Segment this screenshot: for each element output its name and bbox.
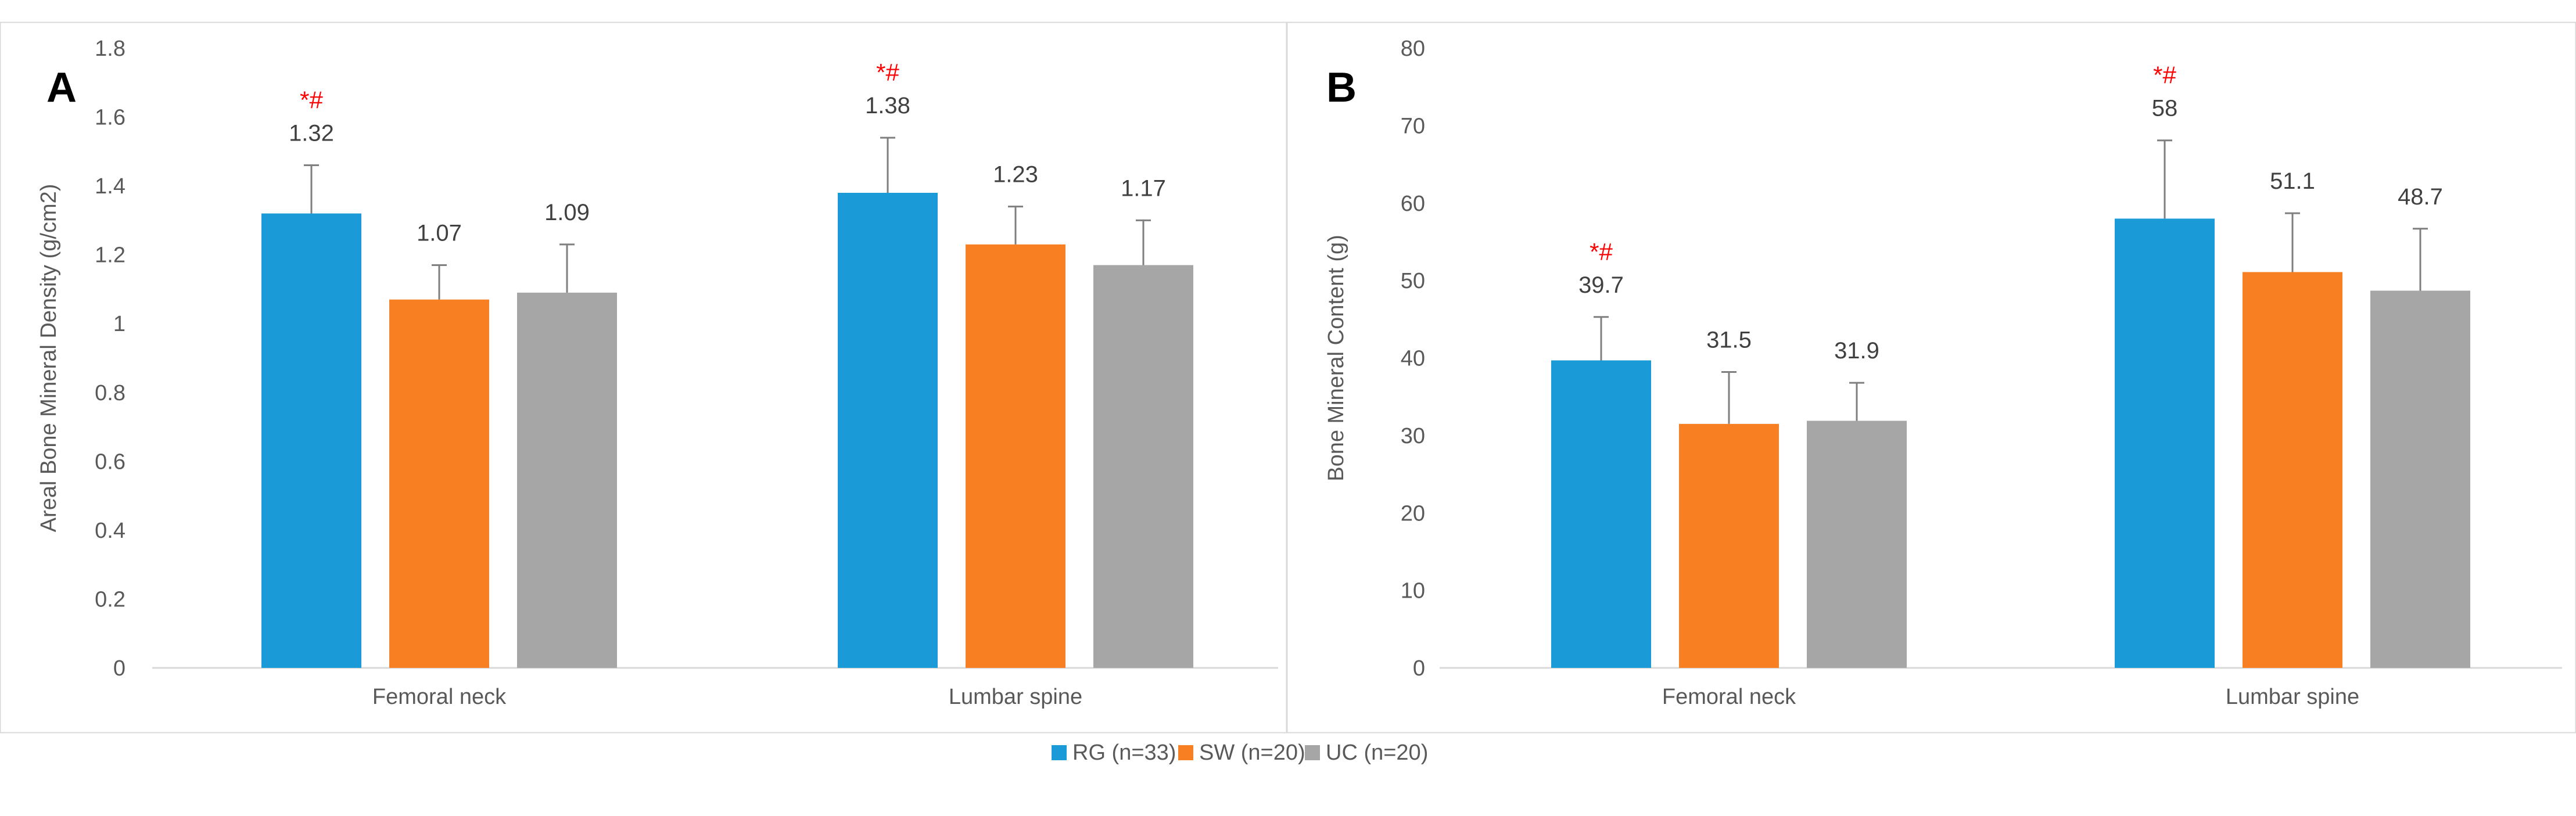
y-tick-label: 1.4	[95, 174, 125, 199]
data-label: 48.7	[2398, 184, 2443, 210]
y-tick-label: 0.2	[95, 587, 125, 612]
bar-rg	[1551, 360, 1651, 668]
panels: A 0 0.2 0.4 0.6 0.8 1 1.2 1.4 1.6 1.8 Areal Bone Mi…	[0, 21, 2576, 734]
data-label: 31.9	[1834, 338, 1879, 364]
x-category-label: Femoral neck	[372, 685, 507, 709]
panel-letter: A	[46, 64, 77, 111]
x-category-label: Lumbar spine	[949, 685, 1082, 709]
bar-rg	[2115, 218, 2215, 668]
data-label: 1.32	[289, 121, 334, 146]
legend-label: SW (n=20)	[1199, 740, 1305, 765]
y-tick-label: 40	[1401, 347, 1425, 371]
significance-marker: *#	[300, 87, 323, 114]
data-label: 51.1	[2270, 168, 2315, 194]
x-category-label: Femoral neck	[1662, 685, 1796, 709]
bar-rg	[838, 192, 938, 668]
data-label: 39.7	[1578, 272, 1624, 298]
bar-uc	[1093, 265, 1193, 668]
chart-panel-b: B 0 10 20 30 40 50 60 70 80 Bone Mineral Content (…	[1286, 21, 2576, 734]
y-tick-label: 20	[1401, 501, 1425, 526]
y-axis-title: Bone Mineral Content (g)	[1324, 235, 1348, 481]
bar-sw	[389, 299, 489, 668]
y-tick-label: 1.2	[95, 243, 125, 268]
data-label: 1.38	[865, 93, 910, 118]
legend-item: UC (n=20)	[1305, 740, 1428, 765]
y-tick-label: 1.6	[95, 106, 125, 130]
y-tick-label: 60	[1401, 192, 1425, 216]
legend-swatch	[1305, 745, 1320, 760]
bar-sw	[2243, 272, 2342, 668]
significance-marker: *#	[2153, 62, 2176, 89]
bar-uc	[1807, 420, 1907, 668]
y-tick-label: 1	[113, 312, 125, 336]
y-tick-label: 80	[1401, 37, 1425, 61]
data-label: 1.23	[993, 162, 1038, 188]
data-label: 1.09	[544, 200, 590, 225]
legend-swatch	[1052, 745, 1067, 760]
y-tick-label: 1.8	[95, 37, 125, 61]
y-tick-label: 0	[1413, 656, 1425, 681]
data-label: 1.07	[417, 220, 462, 246]
y-tick-label: 0	[113, 656, 125, 681]
bar-sw	[966, 244, 1065, 668]
y-tick-label: 70	[1401, 114, 1425, 138]
y-tick-label: 50	[1401, 269, 1425, 293]
panel-letter: B	[1326, 64, 1357, 111]
x-category-label: Lumbar spine	[2226, 685, 2359, 709]
significance-marker: *#	[1590, 238, 1613, 265]
y-tick-label: 10	[1401, 579, 1425, 603]
data-label: 1.17	[1121, 175, 1166, 201]
y-axis-title: Areal Bone Mineral Density (g/cm2)	[37, 184, 61, 533]
y-tick-label: 0.8	[95, 381, 125, 405]
data-label: 58	[2152, 96, 2178, 121]
bar-uc	[517, 292, 617, 668]
y-tick-label: 0.4	[95, 519, 125, 543]
bar-rg	[261, 213, 361, 668]
legend-item: SW (n=20)	[1178, 740, 1305, 765]
legend-item: RG (n=33)	[1052, 740, 1176, 765]
legend-label: UC (n=20)	[1326, 740, 1428, 765]
data-label: 31.5	[1706, 328, 1752, 353]
chart-panel-a: A 0 0.2 0.4 0.6 0.8 1 1.2 1.4 1.6 1.8 Areal Bone Mi…	[0, 21, 1287, 734]
y-tick-label: 0.6	[95, 450, 125, 474]
bar-uc	[2370, 290, 2470, 668]
y-tick-label: 30	[1401, 424, 1425, 448]
bar-sw	[1679, 423, 1779, 668]
legend: RG (n=33) SW (n=20) UC (n=20)	[1052, 740, 1428, 765]
legend-swatch	[1178, 745, 1193, 760]
legend-label: RG (n=33)	[1072, 740, 1176, 765]
significance-marker: *#	[876, 59, 899, 86]
